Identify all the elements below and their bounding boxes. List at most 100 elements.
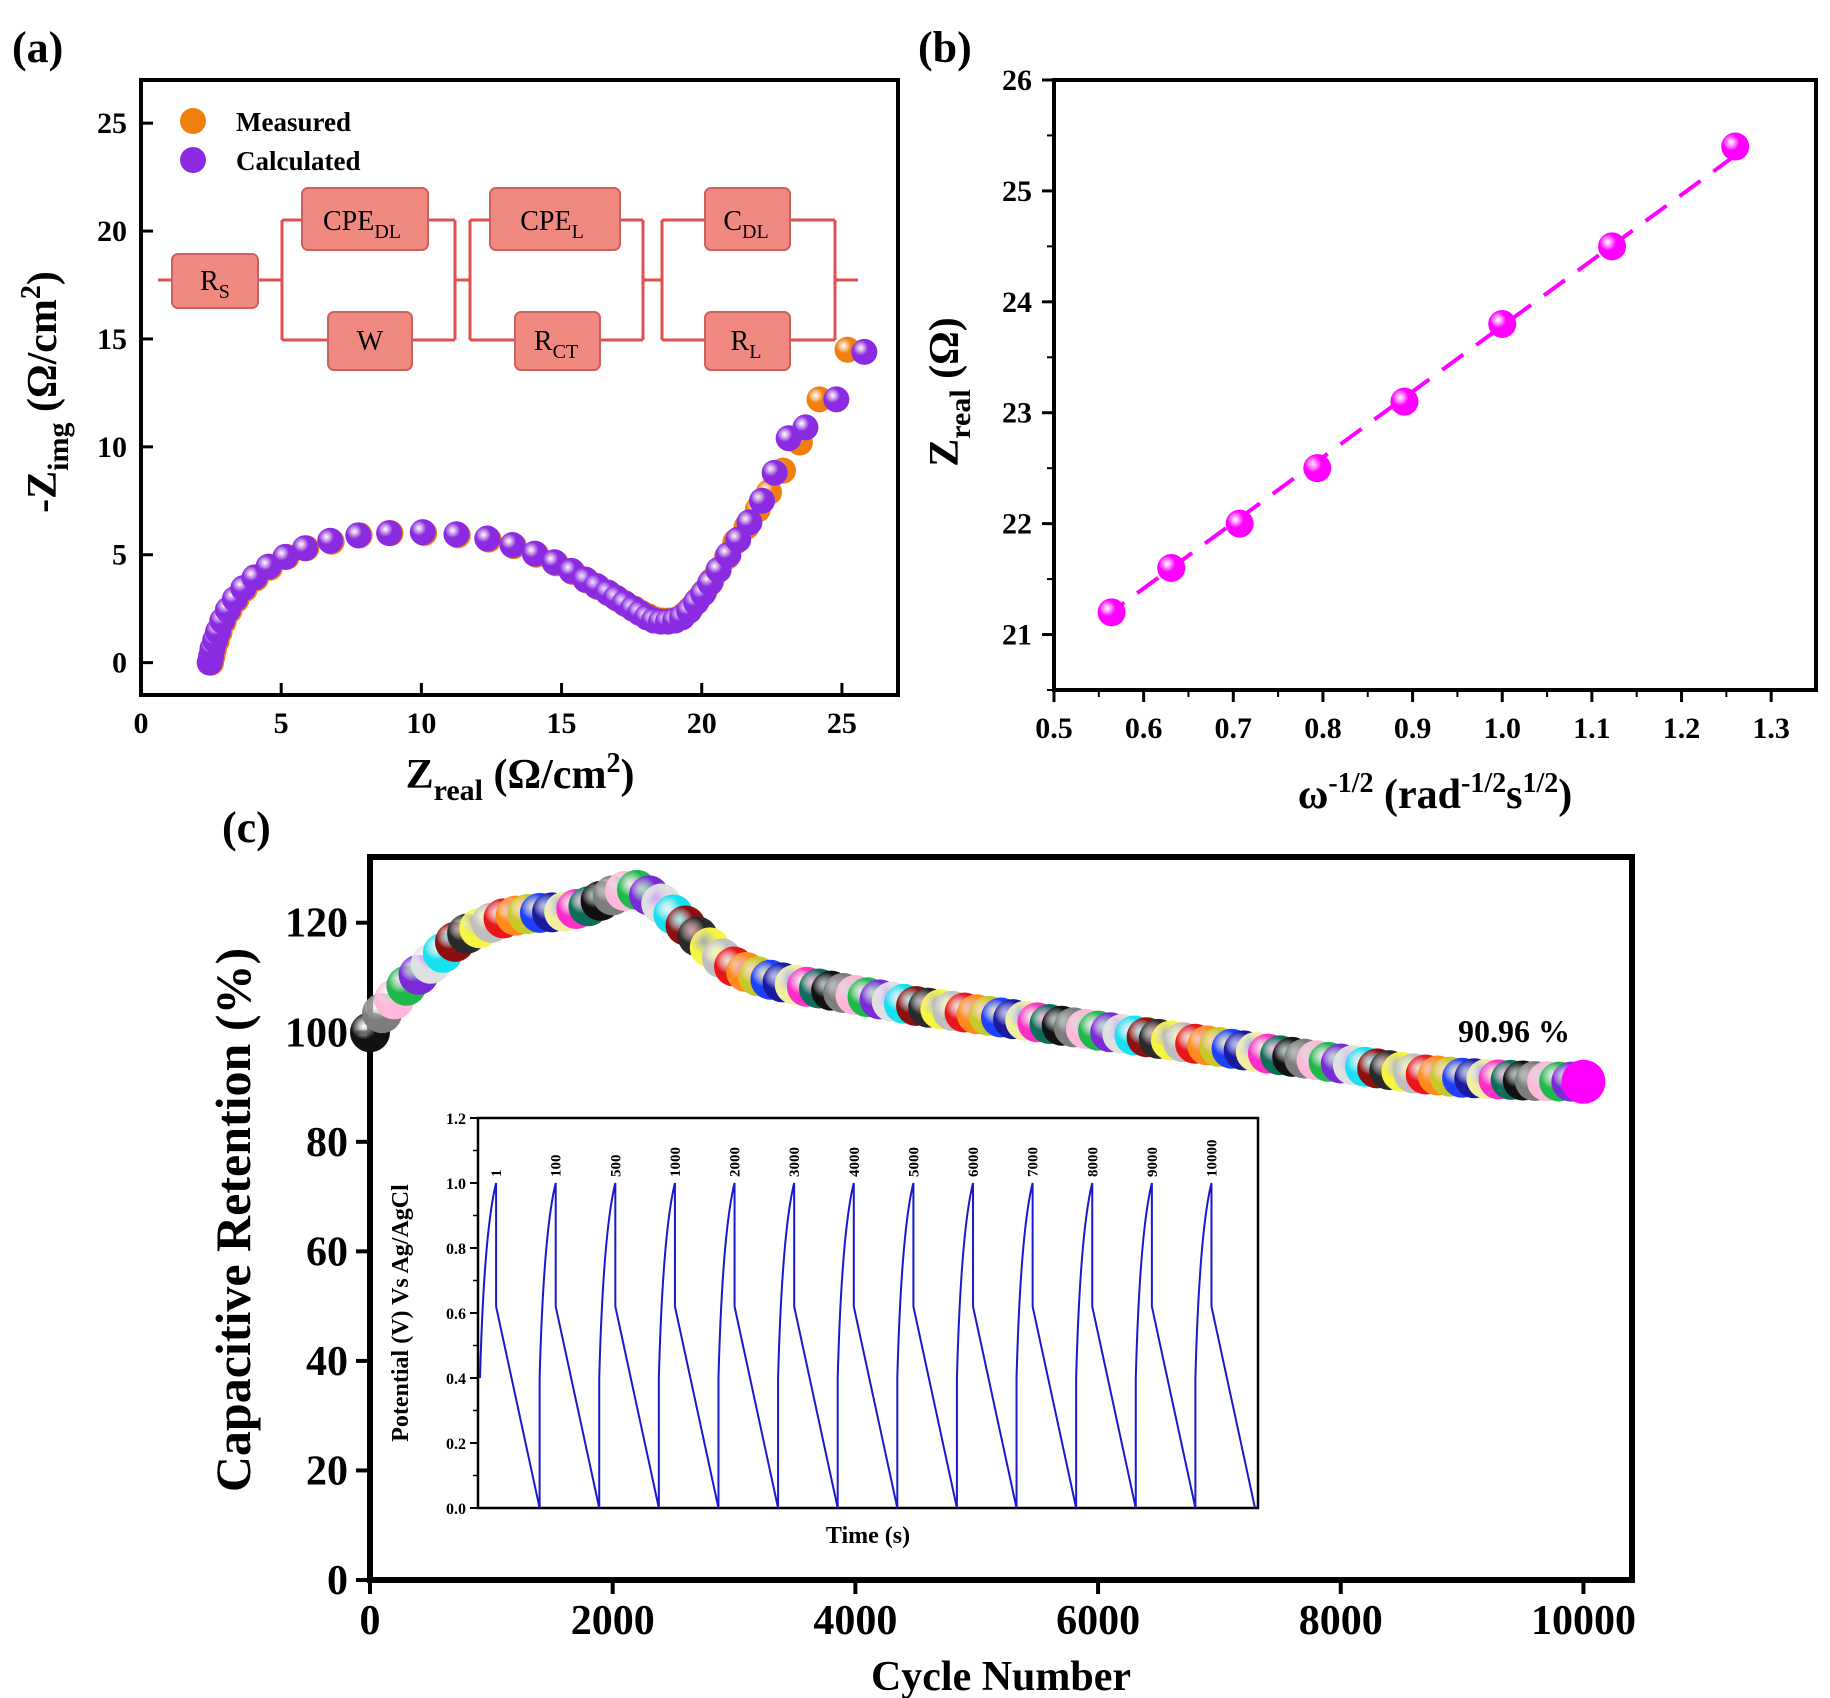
data-point-calculated	[792, 414, 819, 441]
panel-b-y-axis-title: Zreal (Ω)	[922, 317, 977, 467]
svg-text:RCT: RCT	[534, 326, 578, 363]
svg-text:CPEL: CPEL	[520, 206, 584, 243]
panel-c: (c) 0 2000 4000 6000 8000 1000002040608010012…	[205, 803, 1636, 1698]
panel-label-b: (b)	[918, 23, 972, 72]
x-tick-label: 2000	[571, 1598, 655, 1644]
inset-plot-frame	[476, 1116, 1260, 1510]
x-tick-label: 0.7	[1215, 712, 1253, 745]
circuit-wires	[158, 218, 858, 342]
y-tick-label: 25	[1002, 175, 1032, 208]
data-point	[1157, 554, 1186, 582]
x-tick-label: 0.5	[1035, 712, 1073, 745]
x-tick-label: 1.1	[1573, 712, 1611, 745]
panel-b-fit-line	[1102, 150, 1741, 620]
inset-x-axis-title: Time (s)	[826, 1523, 910, 1549]
y-tick-label: 40	[306, 1339, 348, 1385]
inset-cycle-labels: 1 100 500 1000 2000 3000 4000 5000 6000 7000 8000 9…	[489, 1140, 1220, 1178]
panel-b: (b) 0.5 0.6 0.7 0.8 0.9 1.0 1.1 1.2 1.3 21 22 23 24 2…	[918, 23, 1818, 818]
data-point	[1097, 598, 1126, 627]
y-tick-label: 21	[1002, 619, 1032, 652]
y-tick-label: 1.2	[446, 1111, 466, 1128]
panel-a: (a) 0 5 10 15 20 25 0 5 10 15 20 25	[12, 23, 900, 807]
svg-text:RL: RL	[731, 326, 762, 363]
circuit-element-cpe-l: CPEL	[489, 187, 621, 251]
svg-text:CDL: CDL	[723, 206, 768, 243]
circuit-label-cdl: C	[723, 206, 742, 237]
x-tick-label: 20	[687, 707, 717, 740]
circuit-element-cpe-dl: CPEDL	[301, 187, 429, 251]
svg-text:RS: RS	[200, 266, 230, 303]
inset-cycle-label: 7000	[1026, 1147, 1042, 1177]
legend-label-measured: Measured	[236, 107, 351, 137]
panel-a-plot-frame	[139, 78, 900, 697]
data-point-calculated	[749, 487, 776, 514]
inset-cycle-label: 500	[608, 1155, 624, 1178]
x-tick-label: 0	[360, 1598, 381, 1644]
inset-cycle-label: 100	[549, 1155, 565, 1178]
data-point-calculated	[823, 386, 850, 413]
y-tick-label: 60	[306, 1229, 348, 1275]
circuit-label-rl: R	[731, 326, 750, 357]
x-tick-label: 0.6	[1125, 712, 1163, 745]
y-tick-label: 23	[1002, 397, 1032, 430]
svg-text:CPEDL: CPEDL	[323, 206, 401, 243]
inset-y-axis-title: Potential (V) Vs Ag/AgCl	[388, 1184, 414, 1442]
data-point-calculated	[376, 520, 403, 547]
svg-text:W: W	[357, 326, 384, 357]
y-tick-label: 20	[97, 215, 127, 248]
circuit-element-cdl: CDL	[704, 187, 791, 251]
data-point	[1390, 387, 1419, 416]
data-point	[1561, 1059, 1606, 1104]
inset-cycle-label: 4000	[847, 1147, 863, 1177]
x-tick-label: 25	[827, 707, 857, 740]
panel-c-points	[350, 869, 1606, 1104]
data-point	[1721, 132, 1750, 161]
data-point-calculated	[317, 527, 344, 554]
circuit-sub-cpe-l: L	[572, 221, 584, 243]
legend-marker-measured	[180, 108, 206, 134]
data-point-calculated	[409, 519, 436, 546]
y-tick-label: 22	[1002, 508, 1032, 541]
x-tick-label: 1.0	[1483, 712, 1521, 745]
panel-label-c: (c)	[222, 803, 271, 852]
equivalent-circuit: RS CPEDL W CPEL RCT CDL	[158, 187, 858, 371]
y-tick-label: 10	[97, 431, 127, 464]
panel-a-x-axis-title: Zreal (Ω/cm2)	[406, 748, 635, 807]
circuit-label-rs: R	[200, 266, 219, 297]
panel-c-ticks: 0 2000 4000 6000 8000 10000 0 20 40 60 80 100 120	[285, 901, 1636, 1644]
panel-a-points	[196, 336, 878, 676]
inset-cycle-label: 8000	[1085, 1147, 1101, 1177]
data-point-calculated	[761, 459, 788, 486]
retention-annotation: 90.96 %	[1458, 1013, 1570, 1049]
legend-marker-calculated	[180, 147, 206, 173]
data-point	[1598, 232, 1627, 261]
data-point-calculated	[851, 338, 878, 365]
panel-c-plot-frame	[367, 854, 1635, 1583]
y-tick-label: 25	[97, 107, 127, 140]
data-point-calculated	[499, 532, 526, 559]
x-tick-label: 1.2	[1663, 712, 1701, 745]
inset-gcd-curve	[479, 1182, 1256, 1509]
x-tick-label: 0.9	[1394, 712, 1432, 745]
panel-b-x-axis-title: ω-1/2 (rad-1/2s1/2)	[1298, 768, 1573, 818]
data-point	[1488, 310, 1517, 338]
circuit-element-w: W	[327, 311, 413, 371]
x-tick-label: 0	[134, 707, 149, 740]
inset-cycle-label: 3000	[787, 1147, 803, 1177]
inset-cycle-label: 1	[489, 1170, 505, 1178]
circuit-sub-cdl: DL	[742, 221, 769, 243]
y-tick-label: 20	[306, 1448, 348, 1494]
inset-cycle-label: 5000	[906, 1147, 922, 1177]
y-tick-label: 26	[1002, 64, 1032, 97]
circuit-sub-rl: L	[749, 341, 761, 363]
circuit-label-w: W	[357, 326, 384, 357]
circuit-element-rct: RCT	[514, 311, 601, 371]
panel-b-points	[1097, 132, 1750, 627]
data-point-calculated	[736, 509, 763, 536]
legend-label-calculated: Calculated	[236, 146, 361, 176]
inset-cycle-label: 10000	[1204, 1140, 1220, 1178]
data-point-calculated	[474, 525, 501, 552]
panel-a-y-axis-title: -Zimg (Ω/cm2)	[16, 271, 75, 513]
data-point	[1225, 509, 1254, 538]
x-tick-label: 8000	[1299, 1598, 1383, 1644]
